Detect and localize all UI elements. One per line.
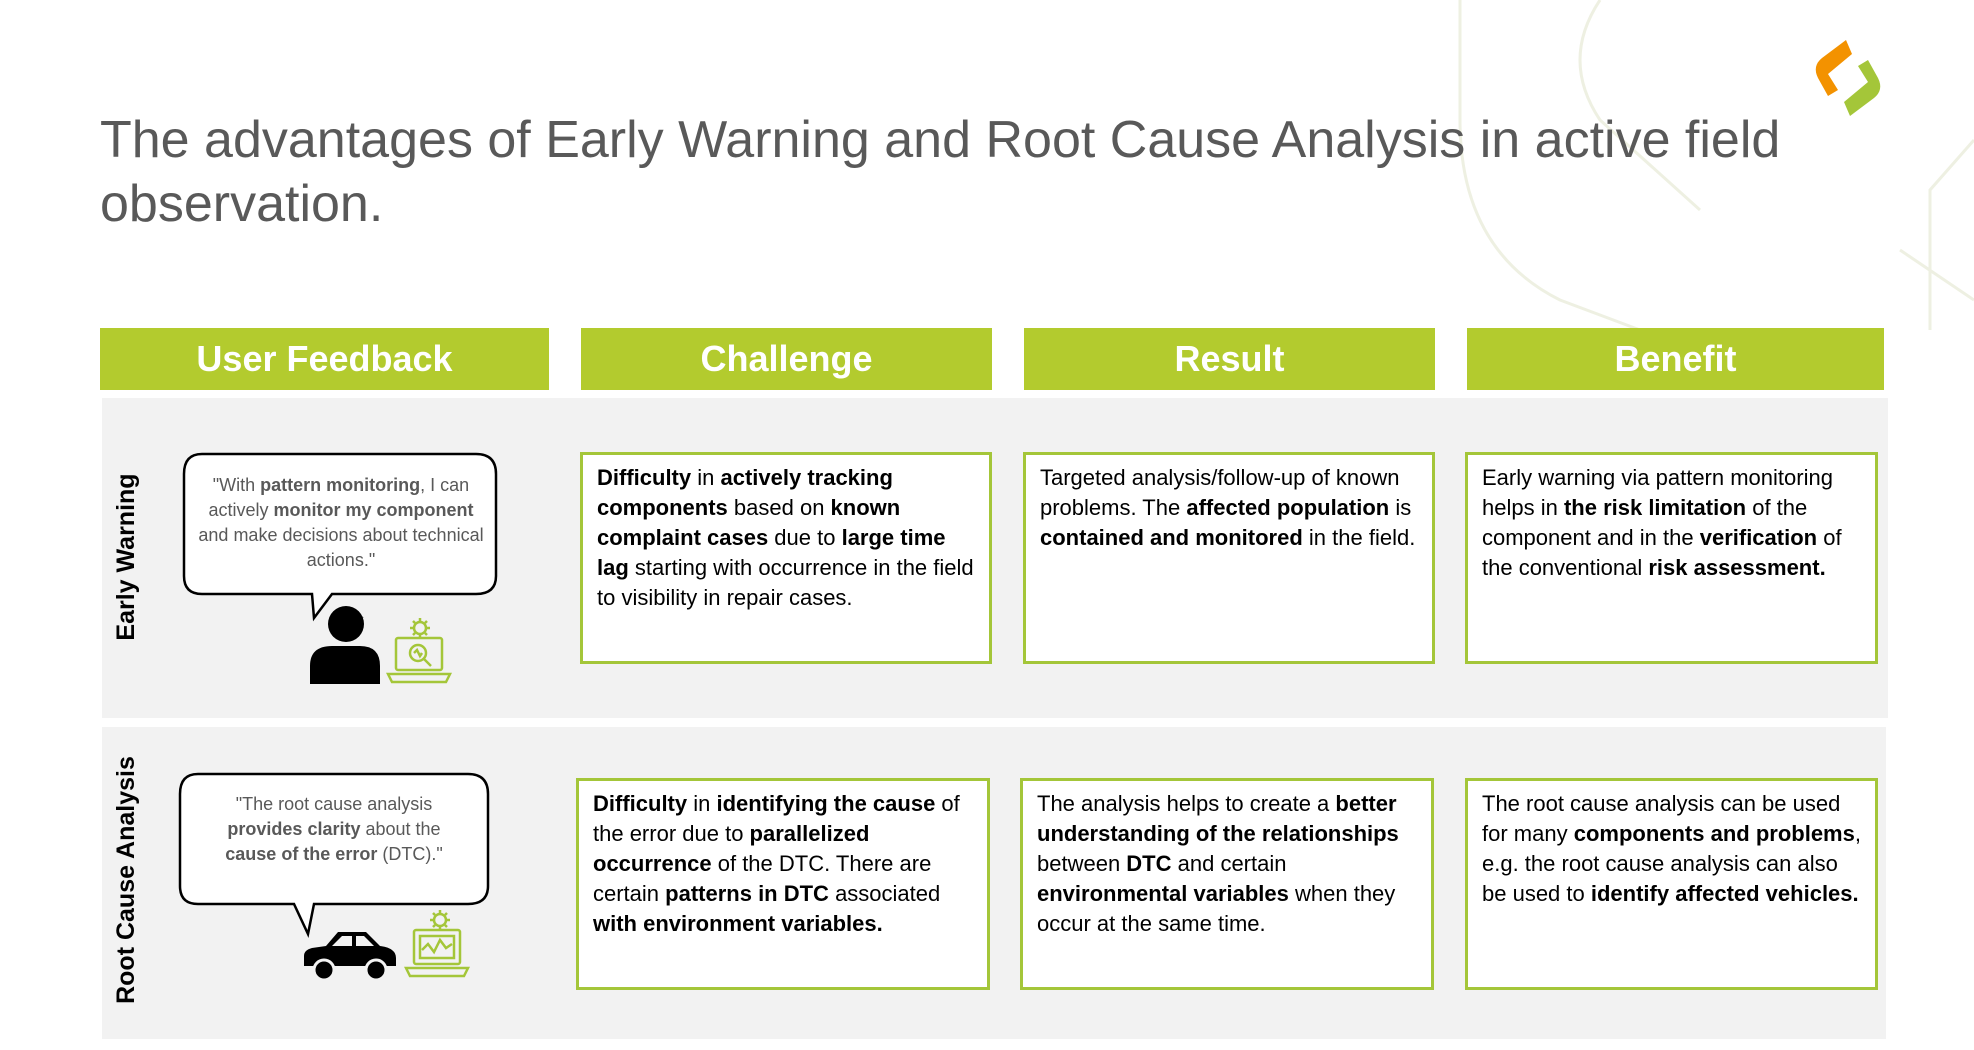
- bold-text: large time lag: [597, 525, 946, 580]
- column-header-benefit: Benefit: [1467, 328, 1884, 390]
- car-icon: [304, 932, 396, 982]
- laptop-analysis-icon: [404, 910, 470, 978]
- speech-bubble: [182, 452, 498, 622]
- bold-text: components and problems: [1573, 821, 1855, 846]
- page-title: The advantages of Early Warning and Root…: [100, 111, 1781, 233]
- cell-early-warning-challenge: Difficulty in actively tracking componen…: [580, 452, 992, 664]
- bold-text: provides clarity: [227, 819, 361, 839]
- row-label-root-cause: Root Cause Analysis: [112, 756, 140, 1004]
- bold-text: Difficulty: [597, 465, 692, 490]
- column-header-challenge: Challenge: [581, 328, 992, 390]
- bold-text: affected population: [1186, 495, 1390, 520]
- bold-text: with environment variables.: [593, 911, 883, 936]
- bold-text: known complaint cases: [597, 495, 901, 550]
- cell-early-warning-benefit: Early warning via pattern monitoring hel…: [1465, 452, 1878, 664]
- column-header-user-feedback: User Feedback: [100, 328, 549, 390]
- brand-logo-icon: [1815, 40, 1881, 116]
- bold-text: actively tracking components: [597, 465, 893, 520]
- speech-bubble: [178, 772, 490, 938]
- bold-text: patterns in DTC: [665, 881, 829, 906]
- bold-text: pattern monitoring: [260, 475, 421, 495]
- bold-text: environmental variables: [1037, 881, 1289, 906]
- bold-text: better understanding of the relationship…: [1037, 791, 1399, 846]
- bold-text: contained and monitored: [1040, 525, 1303, 550]
- quote-early-warning: "With pattern monitoring, I can actively…: [198, 475, 484, 570]
- cell-root-cause-benefit: The root cause analysis can be used for …: [1465, 778, 1878, 990]
- cell-root-cause-challenge: Difficulty in identifying the cause of t…: [576, 778, 990, 990]
- bold-text: verification: [1699, 525, 1818, 550]
- bold-text: identify affected vehicles.: [1590, 881, 1859, 906]
- bold-text: monitor my component: [273, 500, 474, 520]
- row-label-early-warning: Early Warning: [112, 473, 140, 641]
- laptop-monitoring-icon: [386, 618, 452, 684]
- bold-text: DTC: [1126, 851, 1172, 876]
- user-icon: [310, 606, 380, 684]
- bold-text: the risk limitation: [1563, 495, 1747, 520]
- column-header-result: Result: [1024, 328, 1435, 390]
- bold-text: cause of the error: [225, 844, 378, 864]
- bold-text: parallelized occurrence: [593, 821, 870, 876]
- bold-text: risk assessment.: [1648, 555, 1826, 580]
- quote-root-cause: "The root cause analysis provides clarit…: [225, 794, 443, 864]
- cell-root-cause-result: The analysis helps to create a better un…: [1020, 778, 1434, 990]
- bold-text: identifying the cause: [716, 791, 936, 816]
- cell-early-warning-result: Targeted analysis/follow-up of known pro…: [1023, 452, 1435, 664]
- bold-text: Difficulty: [593, 791, 688, 816]
